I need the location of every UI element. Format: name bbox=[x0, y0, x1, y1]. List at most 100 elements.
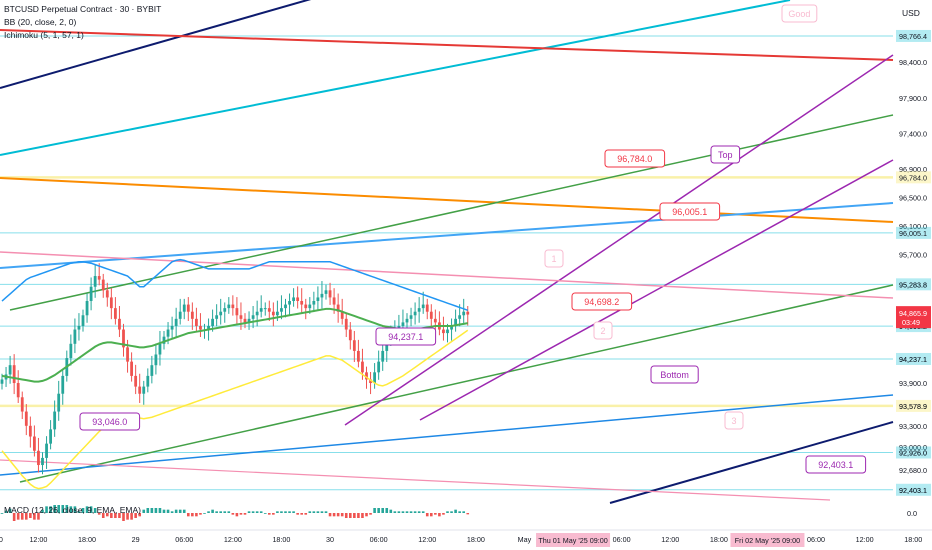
candle-body bbox=[73, 329, 77, 344]
candle-body bbox=[466, 311, 470, 315]
macd-bar bbox=[458, 511, 461, 513]
candle-body bbox=[69, 343, 73, 359]
macd-bar bbox=[182, 509, 186, 513]
macd-bar bbox=[324, 511, 328, 513]
macd-bar bbox=[365, 513, 368, 517]
candle-body bbox=[57, 393, 61, 412]
macd-bar bbox=[255, 511, 259, 513]
time-tick: 12:00 bbox=[856, 535, 874, 544]
time-tick: 06:00 bbox=[175, 535, 193, 544]
price-tick: 96,900.0 bbox=[899, 165, 927, 174]
candle-body bbox=[211, 318, 214, 326]
macd-bar bbox=[292, 511, 295, 513]
candle-body bbox=[231, 304, 235, 309]
annotation-label: Good bbox=[788, 9, 810, 19]
candle-body bbox=[37, 450, 40, 466]
macd-legend[interactable]: MACD (12, 26, close, 9, EMA, EMA) bbox=[4, 505, 141, 515]
candle-body bbox=[409, 315, 413, 319]
macd-bar bbox=[158, 508, 162, 513]
macd-bar bbox=[150, 508, 154, 513]
time-highlight-badge bbox=[536, 533, 611, 547]
macd-bar bbox=[304, 513, 308, 515]
candle-body bbox=[332, 297, 336, 305]
time-highlight-badge bbox=[730, 533, 805, 547]
macd-zero-tick: 0.0 bbox=[907, 509, 917, 518]
candle-body bbox=[16, 383, 20, 398]
candle-body bbox=[28, 425, 32, 437]
price-series bbox=[0, 258, 470, 490]
macd-bar bbox=[357, 513, 360, 518]
macd-bar bbox=[284, 511, 287, 513]
candle-body bbox=[433, 318, 437, 323]
candle-body bbox=[20, 397, 24, 412]
macd-bar bbox=[85, 506, 89, 513]
candle-body bbox=[195, 318, 198, 326]
candle-body bbox=[126, 347, 129, 362]
time-tick: 12:00 bbox=[29, 535, 47, 544]
price-tick: 93,300.0 bbox=[899, 422, 927, 431]
candle-body bbox=[421, 304, 425, 309]
candle-body bbox=[381, 350, 385, 362]
macd-bar bbox=[336, 513, 340, 517]
macd-bar bbox=[235, 513, 239, 517]
macd-bar bbox=[462, 511, 465, 513]
candle-body bbox=[53, 411, 57, 430]
macd-bar bbox=[203, 513, 206, 514]
candle-body bbox=[105, 290, 109, 298]
candle-body bbox=[154, 354, 158, 366]
macd-bar bbox=[134, 513, 137, 518]
macd-bar bbox=[377, 508, 380, 513]
bb-upper-line bbox=[1, 258, 468, 311]
time-axis[interactable]: 18:00 12:00 18:00 29 06:00 12:00 18:00 30 06:00 1… bbox=[0, 529, 932, 547]
price-axis[interactable]: 98,400.0 97,900.0 97,400.0 96,900.0 96,500.0… bbox=[895, 0, 932, 535]
macd-bar bbox=[268, 513, 271, 515]
candle-body bbox=[215, 315, 219, 319]
candle-body bbox=[365, 372, 368, 380]
ichimoku-legend[interactable]: Ichimoku (5, 1, 57, 1) bbox=[4, 30, 84, 40]
price-tick: 93,000.0 bbox=[899, 443, 927, 452]
candle-body bbox=[263, 308, 267, 310]
last-price-label: 94,865.9 bbox=[899, 309, 927, 318]
macd-bar bbox=[353, 513, 356, 518]
price-level-label: 96,005.1 bbox=[899, 229, 927, 238]
candle-body bbox=[150, 365, 154, 376]
candle-body bbox=[259, 308, 263, 312]
annotation-label: Top bbox=[718, 150, 733, 160]
candle-body bbox=[134, 375, 138, 387]
trend-line bbox=[19, 284, 894, 483]
candle-body bbox=[122, 329, 125, 348]
macd-bar bbox=[89, 506, 93, 513]
trend-line bbox=[0, 0, 791, 156]
macd-bar bbox=[187, 513, 190, 517]
candle-body bbox=[186, 304, 190, 312]
time-tick: 18:00 bbox=[272, 535, 290, 544]
price-level-badge bbox=[896, 446, 931, 459]
macd-bar bbox=[126, 513, 129, 520]
candle-body bbox=[280, 308, 283, 312]
macd-bar bbox=[25, 513, 28, 520]
price-level-badge bbox=[896, 399, 931, 412]
bb-legend[interactable]: BB (20, close, 2, 0) bbox=[4, 17, 77, 27]
macd-bar bbox=[122, 513, 125, 521]
macd-bar bbox=[320, 511, 324, 513]
candle-body bbox=[377, 361, 381, 373]
candle-body bbox=[162, 336, 166, 344]
macd-bar bbox=[170, 511, 174, 513]
candle-body bbox=[344, 318, 348, 330]
macd-bar bbox=[280, 511, 283, 513]
candle-body bbox=[219, 311, 223, 316]
price-level-label: 95,283.8 bbox=[899, 280, 927, 289]
price-tick: 92,403.1 bbox=[899, 486, 927, 495]
candle-body bbox=[292, 297, 295, 302]
macd-bar bbox=[389, 509, 393, 513]
candle-body bbox=[182, 304, 186, 312]
macd-bar bbox=[154, 508, 158, 513]
time-tick: 18:00 bbox=[78, 535, 96, 544]
macd-bar bbox=[421, 511, 425, 513]
annotation-label: 94,237.1 bbox=[388, 332, 423, 342]
price-tick: 97,400.0 bbox=[899, 129, 927, 138]
candle-body bbox=[227, 304, 231, 309]
time-tick: 06:00 bbox=[807, 535, 825, 544]
macd-bar bbox=[308, 511, 312, 513]
